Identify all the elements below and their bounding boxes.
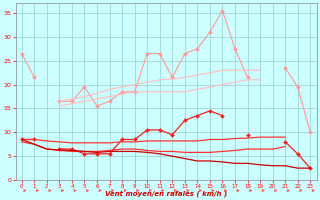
X-axis label: Vent moyen/en rafales ( km/h ): Vent moyen/en rafales ( km/h ) xyxy=(105,190,227,197)
